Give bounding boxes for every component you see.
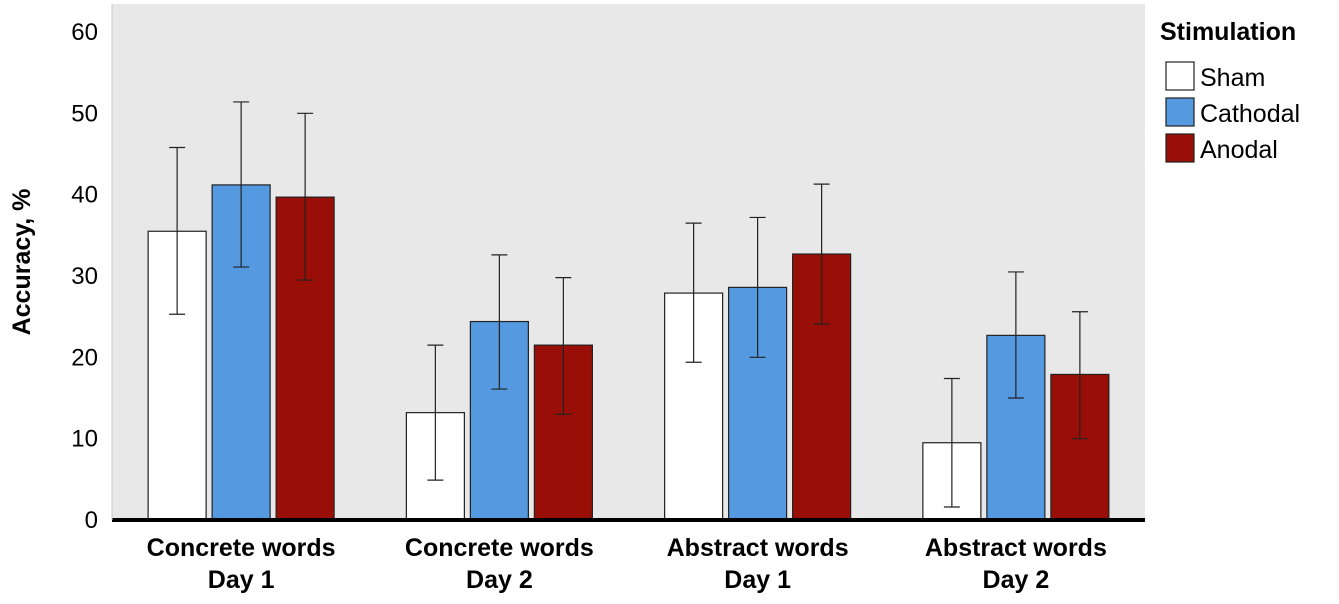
y-tick-labels: 0 10 20 30 40 50 60 — [71, 19, 98, 534]
legend-item-cathodal: Cathodal — [1165, 97, 1300, 128]
error-bar-cathodal-3 — [1007, 271, 1024, 399]
legend-item-sham: Sham — [1165, 61, 1265, 92]
x-category-label: Day 2 — [983, 566, 1050, 594]
error-bar-sham-3 — [943, 377, 960, 508]
y-tick-label: 50 — [71, 100, 98, 127]
x-category-label: Day 1 — [208, 566, 275, 594]
legend: Sham Cathodal Anodal — [1165, 61, 1300, 164]
error-bar-sham-2 — [685, 222, 702, 363]
x-category-label: Day 1 — [724, 566, 791, 594]
x-category-label: Abstract words — [667, 534, 849, 562]
y-tick-label: 10 — [71, 426, 98, 453]
error-bar-anodal-0 — [297, 112, 314, 281]
x-category-label: Day 2 — [466, 566, 533, 594]
error-bar-anodal-3 — [1071, 311, 1088, 440]
y-tick-label: 20 — [71, 344, 98, 371]
legend-item-anodal: Anodal — [1165, 133, 1278, 164]
error-bar-anodal-1 — [555, 277, 572, 415]
error-bar-sham-0 — [169, 146, 186, 315]
legend-swatch — [1165, 133, 1195, 163]
legend-label: Cathodal — [1200, 100, 1300, 128]
error-bars-layer — [169, 101, 1088, 508]
legend-swatch — [1165, 61, 1195, 91]
error-bar-cathodal-0 — [233, 101, 250, 268]
y-axis-title: Accuracy, % — [8, 189, 36, 336]
x-category-label: Concrete words — [405, 534, 594, 562]
y-tick-label: 30 — [71, 263, 98, 290]
legend-label: Sham — [1200, 64, 1265, 92]
error-bar-anodal-2 — [813, 183, 830, 325]
y-tick-label: 0 — [85, 507, 98, 534]
x-category-labels: Concrete words Day 1 Concrete words Day 2 Ab… — [147, 534, 1107, 594]
legend-title: Stimulation — [1160, 18, 1296, 46]
error-bar-cathodal-2 — [749, 216, 766, 358]
x-category-label: Concrete words — [147, 534, 336, 562]
legend-label: Anodal — [1200, 136, 1278, 164]
error-bar-cathodal-1 — [491, 254, 508, 390]
x-category-label: Abstract words — [925, 534, 1107, 562]
legend-swatch — [1165, 97, 1195, 127]
y-tick-label: 60 — [71, 19, 98, 46]
y-tick-label: 40 — [71, 182, 98, 209]
error-bar-sham-1 — [427, 344, 444, 481]
